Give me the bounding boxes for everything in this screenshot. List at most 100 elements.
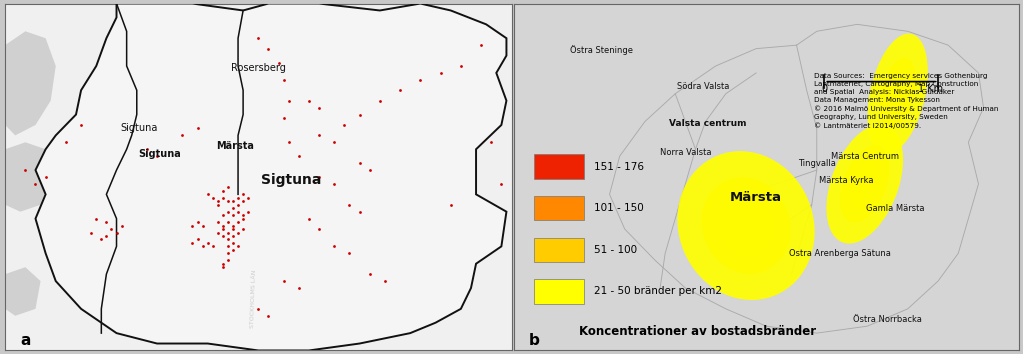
Point bbox=[210, 230, 226, 235]
Ellipse shape bbox=[702, 177, 791, 274]
Point bbox=[88, 216, 104, 222]
Point bbox=[103, 226, 120, 232]
Point bbox=[114, 223, 130, 228]
Point bbox=[275, 278, 292, 284]
Ellipse shape bbox=[827, 124, 903, 244]
Point bbox=[473, 42, 489, 48]
Point bbox=[337, 122, 353, 128]
Point bbox=[412, 77, 429, 83]
Point bbox=[225, 226, 241, 232]
Point bbox=[270, 60, 286, 65]
Ellipse shape bbox=[850, 161, 880, 207]
Point bbox=[199, 192, 216, 197]
Point bbox=[215, 233, 231, 239]
Point bbox=[215, 261, 231, 267]
FancyBboxPatch shape bbox=[534, 154, 584, 179]
Point bbox=[194, 223, 211, 228]
Point bbox=[174, 132, 190, 138]
Point bbox=[342, 202, 358, 207]
Point bbox=[28, 181, 44, 187]
Text: Sigtuna: Sigtuna bbox=[121, 124, 158, 133]
Point bbox=[240, 195, 257, 201]
Text: 1 Km: 1 Km bbox=[918, 84, 943, 93]
Point bbox=[352, 112, 368, 118]
FancyBboxPatch shape bbox=[534, 238, 584, 262]
Point bbox=[452, 63, 469, 69]
Polygon shape bbox=[5, 267, 41, 316]
Point bbox=[311, 226, 327, 232]
Point bbox=[225, 205, 241, 211]
Text: Koncentrationer av bostadsbränder: Koncentrationer av bostadsbränder bbox=[579, 325, 816, 338]
Point bbox=[225, 247, 241, 253]
Point bbox=[199, 240, 216, 246]
Point bbox=[225, 240, 241, 246]
Point bbox=[301, 216, 317, 222]
Point bbox=[483, 139, 499, 145]
Text: 101 - 150: 101 - 150 bbox=[594, 203, 644, 213]
Text: Märsta Centrum: Märsta Centrum bbox=[831, 152, 899, 161]
Point bbox=[184, 223, 201, 228]
Point bbox=[220, 199, 236, 204]
Point bbox=[215, 226, 231, 232]
Point bbox=[235, 212, 252, 218]
Point bbox=[215, 212, 231, 218]
Point bbox=[326, 244, 343, 249]
Point bbox=[220, 257, 236, 263]
FancyBboxPatch shape bbox=[534, 196, 584, 220]
Point bbox=[230, 209, 247, 215]
Point bbox=[73, 122, 89, 128]
Text: Märsta: Märsta bbox=[217, 141, 255, 151]
Point bbox=[352, 209, 368, 215]
Point bbox=[38, 174, 54, 180]
Point bbox=[235, 226, 252, 232]
Text: Södra Valsta: Södra Valsta bbox=[677, 82, 729, 91]
Point bbox=[392, 87, 408, 93]
Point bbox=[220, 230, 236, 235]
Text: Sigtuna: Sigtuna bbox=[138, 149, 181, 159]
Point bbox=[230, 219, 247, 225]
Point bbox=[371, 98, 388, 103]
Point bbox=[361, 167, 377, 173]
Point bbox=[220, 219, 236, 225]
Point bbox=[225, 233, 241, 239]
Ellipse shape bbox=[677, 151, 814, 300]
Point bbox=[220, 244, 236, 249]
Polygon shape bbox=[5, 142, 51, 212]
Point bbox=[230, 202, 247, 207]
Point bbox=[230, 230, 247, 235]
Point bbox=[225, 223, 241, 228]
Text: Östra Steninge: Östra Steninge bbox=[571, 45, 633, 55]
Point bbox=[184, 240, 201, 246]
Ellipse shape bbox=[889, 76, 906, 112]
Point bbox=[215, 264, 231, 270]
Point bbox=[301, 98, 317, 103]
Text: Norra Valsta: Norra Valsta bbox=[660, 148, 711, 157]
Point bbox=[220, 236, 236, 242]
Text: Märsta: Märsta bbox=[730, 191, 783, 204]
Point bbox=[443, 202, 459, 207]
Point bbox=[361, 271, 377, 277]
Point bbox=[280, 98, 297, 103]
Ellipse shape bbox=[732, 211, 760, 240]
Point bbox=[433, 70, 449, 76]
Polygon shape bbox=[283, 205, 319, 246]
Point bbox=[326, 139, 343, 145]
Polygon shape bbox=[36, 4, 506, 350]
Text: Sigtuna: Sigtuna bbox=[261, 173, 321, 188]
Text: Gamla Märsta: Gamla Märsta bbox=[865, 204, 925, 213]
Point bbox=[194, 244, 211, 249]
Point bbox=[260, 46, 276, 51]
Point bbox=[376, 278, 393, 284]
Text: Valsta centrum: Valsta centrum bbox=[669, 119, 747, 128]
Point bbox=[230, 244, 247, 249]
Text: Tingvalla: Tingvalla bbox=[798, 159, 836, 168]
Point bbox=[108, 230, 125, 235]
Ellipse shape bbox=[718, 196, 773, 255]
Point bbox=[493, 181, 509, 187]
FancyBboxPatch shape bbox=[534, 279, 584, 304]
Point bbox=[235, 192, 252, 197]
Point bbox=[250, 35, 266, 41]
Point bbox=[240, 209, 257, 215]
Point bbox=[352, 160, 368, 166]
Point bbox=[210, 202, 226, 207]
